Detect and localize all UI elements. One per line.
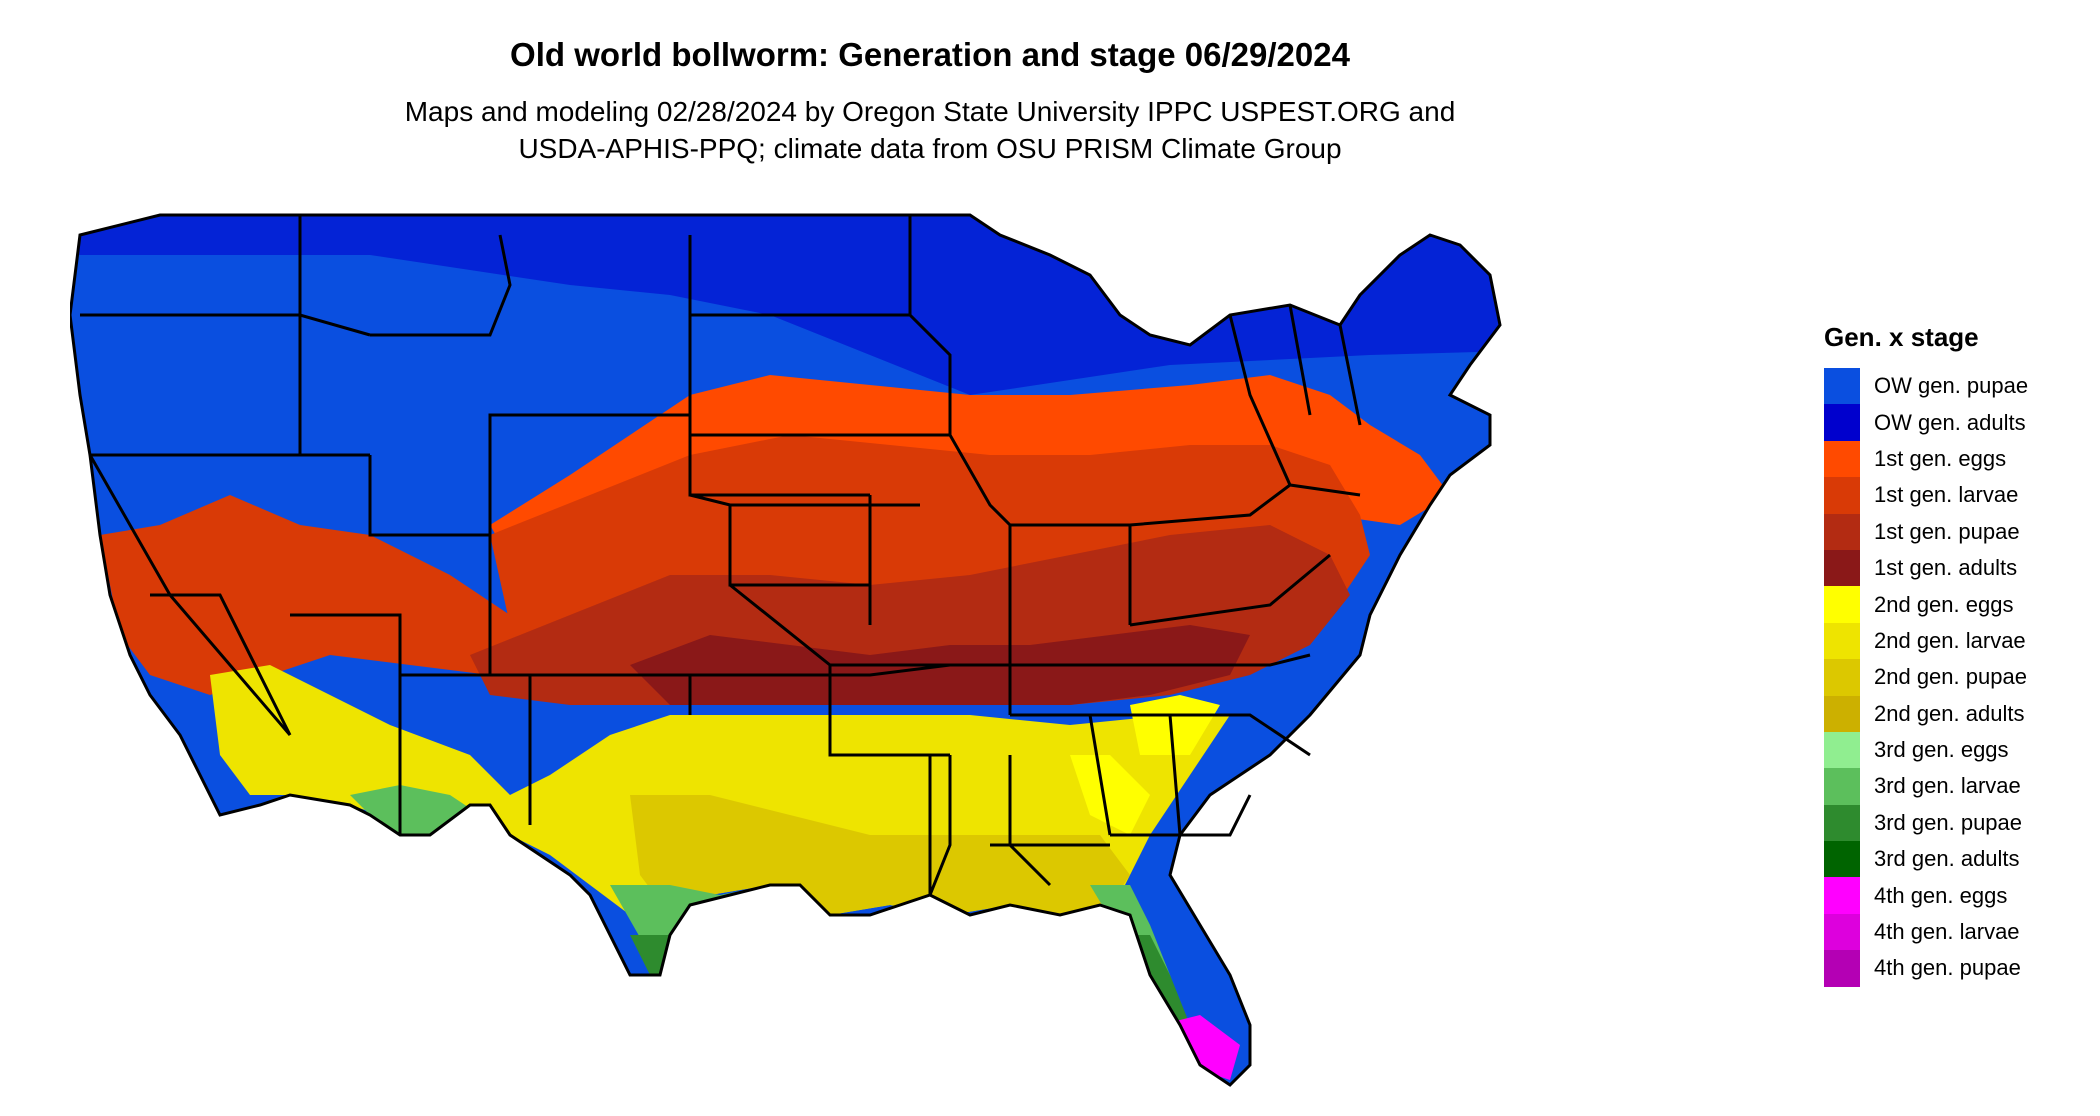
legend-swatch bbox=[1824, 768, 1860, 805]
map-title: Old world bollworm: Generation and stage… bbox=[510, 36, 1350, 73]
legend-label: OW gen. pupae bbox=[1874, 373, 2029, 399]
legend-label: 3rd gen. eggs bbox=[1874, 737, 2009, 763]
legend-swatch bbox=[1824, 549, 1860, 587]
legend-label: 2nd gen. larvae bbox=[1874, 627, 2026, 653]
legend-item: 3rd gen. pupae bbox=[1824, 804, 2028, 842]
legend-swatch bbox=[1824, 404, 1860, 441]
legend-label: 2nd gen. adults bbox=[1874, 700, 2025, 726]
legend: Gen. x stage OW gen. pupae OW gen. adult… bbox=[1824, 322, 2028, 987]
us-phenology-map bbox=[70, 213, 1502, 1087]
legend-item: 4th gen. pupae bbox=[1824, 950, 2028, 987]
legend-item: OW gen. adults bbox=[1824, 404, 2028, 441]
legend-item: 2nd gen. adults bbox=[1824, 695, 2028, 732]
legend-items: OW gen. pupae OW gen. adults 1st gen. eg… bbox=[1824, 368, 2028, 987]
legend-swatch bbox=[1824, 695, 1860, 732]
legend-swatch bbox=[1824, 877, 1860, 914]
legend-label: 4th gen. eggs bbox=[1874, 882, 2008, 908]
legend-label: 1st gen. eggs bbox=[1874, 445, 2007, 471]
legend-swatch bbox=[1824, 622, 1860, 660]
legend-label: 2nd gen. pupae bbox=[1874, 664, 2027, 690]
subtitle-line-2: USDA-APHIS-PPQ; climate data from OSU PR… bbox=[518, 133, 1342, 164]
legend-label: 4th gen. larvae bbox=[1874, 919, 2020, 945]
legend-item: 3rd gen. larvae bbox=[1824, 768, 2028, 805]
legend-label: 2nd gen. eggs bbox=[1874, 591, 2014, 617]
legend-item: 3rd gen. adults bbox=[1824, 841, 2028, 878]
legend-label: 4th gen. pupae bbox=[1874, 955, 2021, 981]
legend-title: Gen. x stage bbox=[1824, 322, 1979, 352]
legend-item: 4th gen. eggs bbox=[1824, 877, 2028, 914]
legend-item: 1st gen. pupae bbox=[1824, 513, 2028, 550]
map-subtitle: Maps and modeling 02/28/2024 by Oregon S… bbox=[0, 93, 1860, 167]
legend-label: 3rd gen. adults bbox=[1874, 846, 2020, 872]
legend-swatch bbox=[1824, 804, 1860, 842]
legend-swatch bbox=[1824, 659, 1860, 696]
legend-label: 1st gen. adults bbox=[1874, 555, 2018, 581]
subtitle-line-1: Maps and modeling 02/28/2024 by Oregon S… bbox=[404, 96, 1456, 127]
legend-swatch bbox=[1824, 513, 1860, 550]
legend-label: OW gen. adults bbox=[1874, 409, 2026, 435]
legend-label: 1st gen. larvae bbox=[1874, 482, 2019, 508]
legend-label: 3rd gen. larvae bbox=[1874, 773, 2021, 799]
legend-swatch bbox=[1824, 841, 1860, 878]
legend-item: OW gen. pupae bbox=[1824, 368, 2029, 405]
legend-label: 3rd gen. pupae bbox=[1874, 809, 2023, 835]
legend-swatch bbox=[1824, 477, 1860, 514]
legend-item: 1st gen. larvae bbox=[1824, 477, 2028, 514]
legend-swatch bbox=[1824, 731, 1860, 769]
legend-swatch bbox=[1824, 586, 1860, 623]
legend-item: 2nd gen. larvae bbox=[1824, 622, 2028, 660]
legend-swatch bbox=[1824, 950, 1860, 987]
legend-item: 1st gen. adults bbox=[1824, 549, 2028, 587]
legend-swatch bbox=[1824, 913, 1860, 951]
legend-item: 2nd gen. eggs bbox=[1824, 586, 2028, 623]
legend-item: 2nd gen. pupae bbox=[1824, 659, 2028, 696]
legend-swatch bbox=[1824, 440, 1860, 478]
legend-item: 1st gen. eggs bbox=[1824, 440, 2028, 478]
legend-item: 3rd gen. eggs bbox=[1824, 731, 2028, 769]
legend-item: 4th gen. larvae bbox=[1824, 913, 2028, 951]
legend-swatch bbox=[1824, 368, 1860, 405]
legend-label: 1st gen. pupae bbox=[1874, 518, 2020, 544]
